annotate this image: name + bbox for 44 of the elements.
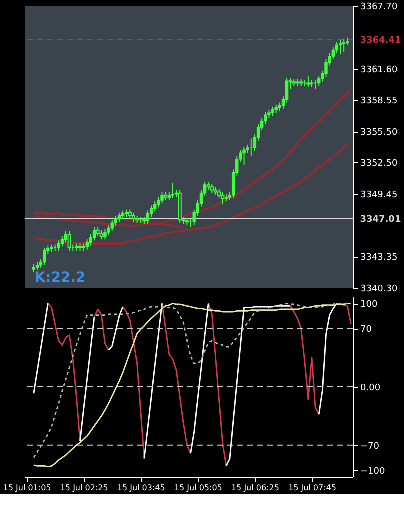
y-tick-label: −100 bbox=[360, 466, 386, 477]
candlestick bbox=[104, 228, 107, 240]
y-tick-label: 3361.60 bbox=[360, 65, 398, 76]
ref-line-label: 3347.01 bbox=[360, 214, 402, 225]
ref-line-label: 3364.41 bbox=[360, 36, 402, 46]
candlestick bbox=[342, 38, 346, 53]
x-tick-label: 15 Jul 02:25 bbox=[60, 484, 108, 492]
x-tick-label: 15 Jul 01:05 bbox=[3, 484, 52, 492]
candlestick bbox=[306, 75, 310, 88]
x-tick-label: 15 Jul 03:45 bbox=[117, 484, 166, 492]
candlestick bbox=[43, 247, 46, 266]
y-tick-label: 3352.50 bbox=[360, 158, 398, 169]
y-tick-label: 3343.35 bbox=[360, 253, 398, 264]
y-tick-label: −70 bbox=[360, 442, 380, 452]
line-series bbox=[32, 88, 352, 228]
y-tick-label: 3349.45 bbox=[360, 190, 398, 200]
candlestick bbox=[171, 182, 175, 199]
candlestick bbox=[160, 192, 164, 204]
y-tick-label: 70 bbox=[360, 325, 372, 336]
candlestick bbox=[100, 230, 104, 240]
candlestick bbox=[338, 39, 342, 55]
candlestick bbox=[210, 184, 214, 194]
y-tick-label: 3358.55 bbox=[360, 96, 398, 107]
candlestick bbox=[128, 209, 132, 220]
candlestick bbox=[118, 212, 122, 223]
annotation: K:22.2 bbox=[34, 270, 86, 286]
candlestick bbox=[132, 212, 136, 223]
y-tick-label: 0.00 bbox=[360, 384, 381, 394]
candlestick bbox=[318, 75, 321, 87]
y-tick-label: 3355.50 bbox=[360, 128, 398, 138]
candlestick bbox=[221, 192, 225, 206]
y-tick-label: 3340.30 bbox=[360, 284, 398, 294]
candlestick bbox=[96, 226, 100, 238]
candlestick bbox=[157, 196, 160, 208]
x-tick-label: 15 Jul 07:45 bbox=[288, 484, 336, 492]
candlestick bbox=[271, 106, 274, 117]
x-tick-label: 15 Jul 05:05 bbox=[174, 484, 222, 492]
y-tick-label: 3367.70 bbox=[360, 2, 398, 12]
y-tick-label: 100 bbox=[360, 300, 378, 310]
candlestick bbox=[57, 240, 60, 252]
x-tick-label: 15 Jul 06:25 bbox=[231, 484, 280, 492]
candlestick bbox=[68, 230, 72, 252]
candlestick bbox=[242, 146, 246, 166]
candlestick bbox=[110, 220, 114, 232]
